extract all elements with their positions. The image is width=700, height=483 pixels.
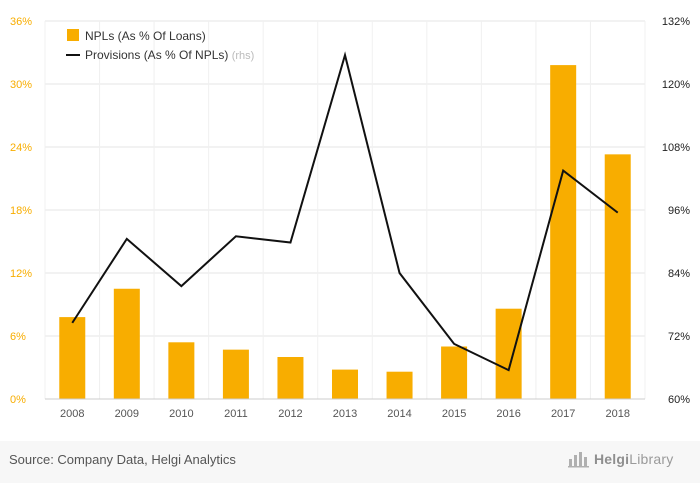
provisions-line: [71, 51, 619, 372]
x-tick-label: 2017: [551, 408, 575, 420]
combo-chart: 0% 6% 12% 18% 24% 30% 36% 60% 72% 84% 96% 108% 120% 1…: [10, 16, 690, 420]
y-left-tick-label: 0%: [10, 394, 26, 406]
bar: [441, 346, 468, 399]
x-tick-label: 2010: [169, 408, 193, 420]
y-right-tick-label: 132%: [662, 16, 690, 28]
legend-swatch-npls: [67, 29, 79, 41]
x-tick-label: 2011: [224, 408, 248, 420]
y-left-tick-label: 6%: [10, 331, 26, 343]
bar: [495, 308, 522, 399]
brand-text: HelgiLibrary: [594, 451, 673, 467]
y-left-tick-label: 30%: [10, 79, 32, 91]
y-right-tick-label: 72%: [668, 331, 690, 343]
y-left-tick-label: 18%: [10, 205, 32, 217]
bar: [113, 288, 140, 399]
y-right-tick-label: 120%: [662, 79, 690, 91]
x-tick-label: 2016: [496, 408, 520, 420]
bar: [222, 349, 249, 399]
x-tick-label: 2015: [442, 408, 466, 420]
y-right-tick-label: 108%: [662, 142, 690, 154]
y-left-tick-label: 24%: [10, 142, 32, 154]
y-right-tick-label: 84%: [668, 268, 690, 280]
x-tick-label: 2018: [605, 408, 629, 420]
y-right-tick-label: 96%: [668, 205, 690, 217]
legend-label-provisions: Provisions (As % Of NPLs) (rhs): [85, 48, 254, 62]
source-text: Source: Company Data, Helgi Analytics: [9, 452, 236, 467]
bar: [168, 342, 195, 399]
bar: [604, 154, 631, 399]
bar: [332, 369, 358, 399]
bar: [550, 65, 577, 399]
x-tick-label: 2013: [333, 408, 357, 420]
helgi-library-brand[interactable]: HelgiLibrary: [568, 450, 673, 468]
bar: [277, 357, 304, 399]
bar-chart-logo-icon: [568, 452, 589, 468]
footer: [0, 441, 700, 483]
y-right-tick-label: 60%: [668, 394, 690, 406]
bar: [59, 317, 86, 399]
legend-rhs-note: (rhs): [232, 50, 255, 62]
legend-label-npls: NPLs (As % Of Loans): [85, 29, 206, 43]
x-tick-label: 2009: [115, 408, 139, 420]
x-tick-label: 2008: [60, 408, 84, 420]
y-left-tick-label: 12%: [10, 268, 32, 280]
bar: [386, 371, 413, 399]
x-tick-label: 2014: [387, 408, 411, 420]
brand-suffix: Library: [629, 451, 674, 467]
brand-prefix: Helgi: [594, 451, 630, 467]
x-tick-label: 2012: [278, 408, 302, 420]
y-left-tick-label: 36%: [10, 16, 32, 28]
